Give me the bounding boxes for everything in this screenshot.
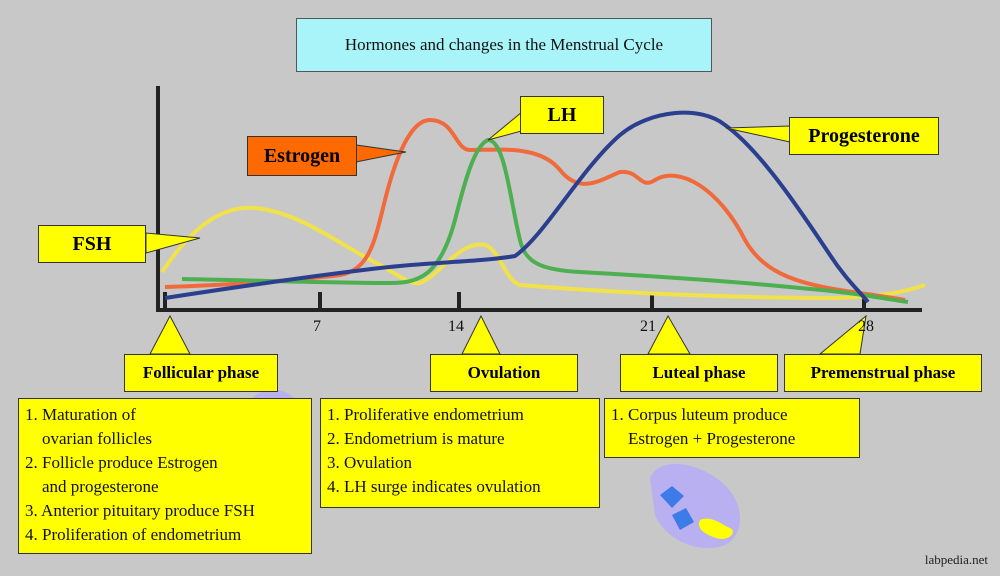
fsh-label: FSH	[38, 225, 146, 263]
ovulation-notes: 1. Proliferative endometrium 2. Endometr…	[320, 398, 600, 508]
x-tick-label-7: 7	[313, 318, 321, 335]
phase-ovulation: Ovulation	[430, 354, 578, 392]
follicular-note-2: ovarian follicles	[25, 429, 152, 448]
phase-premenstrual: Premenstrual phase	[784, 354, 982, 392]
follicular-note-1: 1. Maturation of	[25, 405, 136, 424]
ovulation-pointer	[461, 314, 501, 355]
luteal-note-1: 1. Corpus luteum produce	[611, 405, 788, 424]
follicular-note-6: 4. Proliferation of endometrium	[25, 525, 242, 544]
phase-luteal: Luteal phase	[620, 354, 778, 392]
ovulation-note-1: 1. Proliferative endometrium	[327, 405, 524, 424]
follicular-pointer	[149, 314, 191, 355]
follicular-note-4: and progesterone	[25, 477, 159, 496]
luteal-notes: 1. Corpus luteum produce Estrogen + Prog…	[604, 398, 860, 458]
progesterone-curve	[164, 110, 870, 304]
follicular-note-5: 3. Anterior pituitary produce FSH	[25, 501, 255, 520]
follicular-notes: 1. Maturation of ovarian follicles 2. Fo…	[18, 398, 312, 554]
x-tick-label-14: 14	[448, 318, 464, 335]
watermark: labpedia.net	[924, 552, 988, 567]
phase-follicular: Follicular phase	[124, 354, 278, 392]
x-tick-label-28: 28	[858, 318, 874, 335]
ovulation-note-3: 3. Ovulation	[327, 453, 412, 472]
ovary-illustration-luteal	[650, 463, 740, 549]
x-tick-label-21: 21	[640, 318, 656, 335]
estrogen-label: Estrogen	[247, 136, 357, 176]
chart-title: Hormones and changes in the Menstrual Cy…	[296, 18, 712, 72]
lh-curve	[181, 137, 909, 304]
lh-label: LH	[520, 96, 604, 134]
estrogen-curve	[164, 117, 906, 302]
ovulation-note-2: 2. Endometrium is mature	[327, 429, 505, 448]
follicular-note-3: 2. Follicle produce Estrogen	[25, 453, 218, 472]
fsh-pointer	[145, 232, 201, 254]
luteal-note-2: Estrogen + Progesterone	[611, 429, 796, 448]
progesterone-label: Progesterone	[789, 117, 939, 155]
fsh-curve	[160, 205, 926, 301]
ovulation-note-4: 4. LH surge indicates ovulation	[327, 477, 541, 496]
